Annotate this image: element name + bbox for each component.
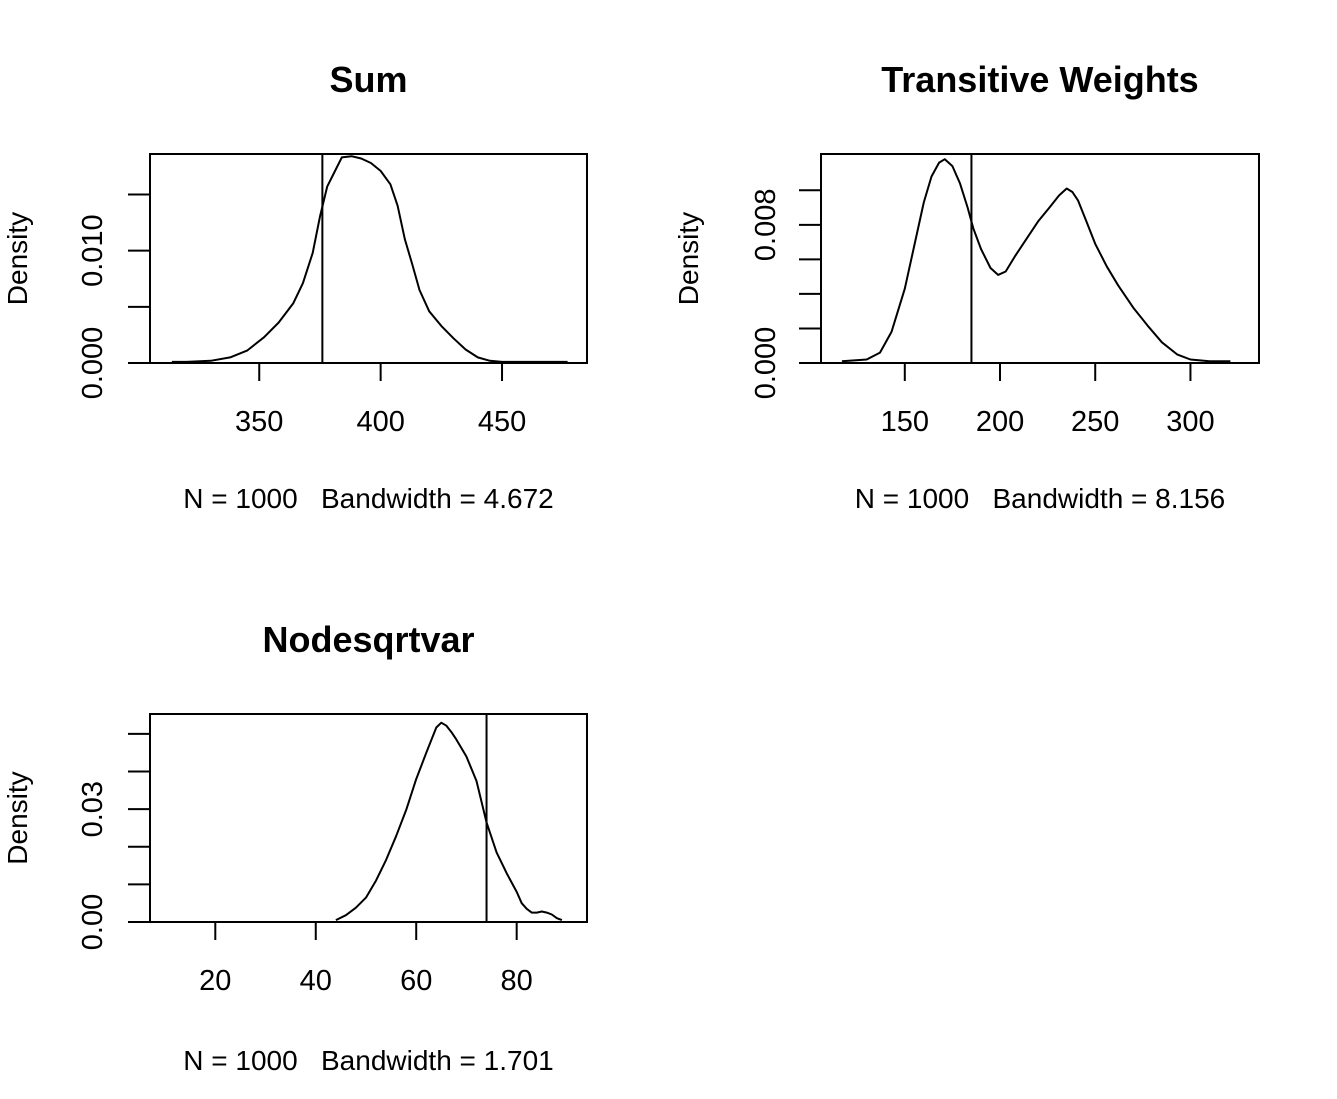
- chart-2-plot-box: [820, 153, 1260, 364]
- chart-3-y-tick-label: 0.00: [77, 894, 109, 950]
- chart-1-x-tick-label: 400: [356, 406, 404, 438]
- chart-3-x-axis-label: N = 1000 Bandwidth = 1.701: [183, 1045, 554, 1076]
- chart-1-y-tick-label: 0.000: [77, 327, 109, 400]
- chart-1-y-axis-label: Density: [2, 212, 33, 305]
- chart-2: Transitive Weights 150 200 250 300 0.000 0.008…: [673, 59, 1260, 514]
- chart-2-y-tick-label: 0.000: [750, 327, 782, 400]
- chart-1-x-tick-label: 450: [478, 406, 526, 438]
- chart-3: Nodesqrtvar 20 40 60 80 0.00 0.03 N = 1000 Band…: [2, 619, 588, 1076]
- chart-3-x-tick-label: 60: [400, 965, 432, 997]
- chart-1-x-tick-label: 350: [235, 406, 283, 438]
- chart-1-x-axis-label: N = 1000 Bandwidth = 4.672: [183, 483, 554, 514]
- chart-2-y-axis-label: Density: [673, 212, 704, 305]
- chart-1: Sum 350 400 450 0.000 0.010 N = 1000 Bandwidth…: [2, 59, 588, 514]
- chart-2-x-tick-label: 250: [1071, 406, 1119, 438]
- chart-3-x-tick-label: 40: [300, 965, 332, 997]
- chart-3-x-tick-label: 80: [501, 965, 533, 997]
- chart-2-x-tick-label: 200: [976, 406, 1024, 438]
- chart-2-x-tick-label: 150: [881, 406, 929, 438]
- chart-3-density-line: [335, 721, 563, 922]
- chart-2-x-tick-label: 300: [1166, 406, 1214, 438]
- chart-1-plot-box: [149, 153, 588, 364]
- chart-3-x-tick-label: 20: [199, 965, 231, 997]
- chart-2-density-line: [841, 158, 1231, 363]
- chart-2-y-tick-label: 0.008: [750, 189, 782, 262]
- chart-1-title: Sum: [329, 59, 407, 100]
- chart-3-y-axis-label: Density: [2, 771, 33, 864]
- chart-3-title: Nodesqrtvar: [262, 619, 474, 660]
- chart-2-title: Transitive Weights: [881, 59, 1198, 100]
- chart-3-plot-box: [149, 713, 588, 923]
- chart-1-density-line: [171, 155, 568, 363]
- chart-1-y-tick-label: 0.010: [77, 214, 109, 287]
- chart-2-x-axis-label: N = 1000 Bandwidth = 8.156: [855, 483, 1226, 514]
- chart-3-y-tick-label: 0.03: [77, 781, 109, 837]
